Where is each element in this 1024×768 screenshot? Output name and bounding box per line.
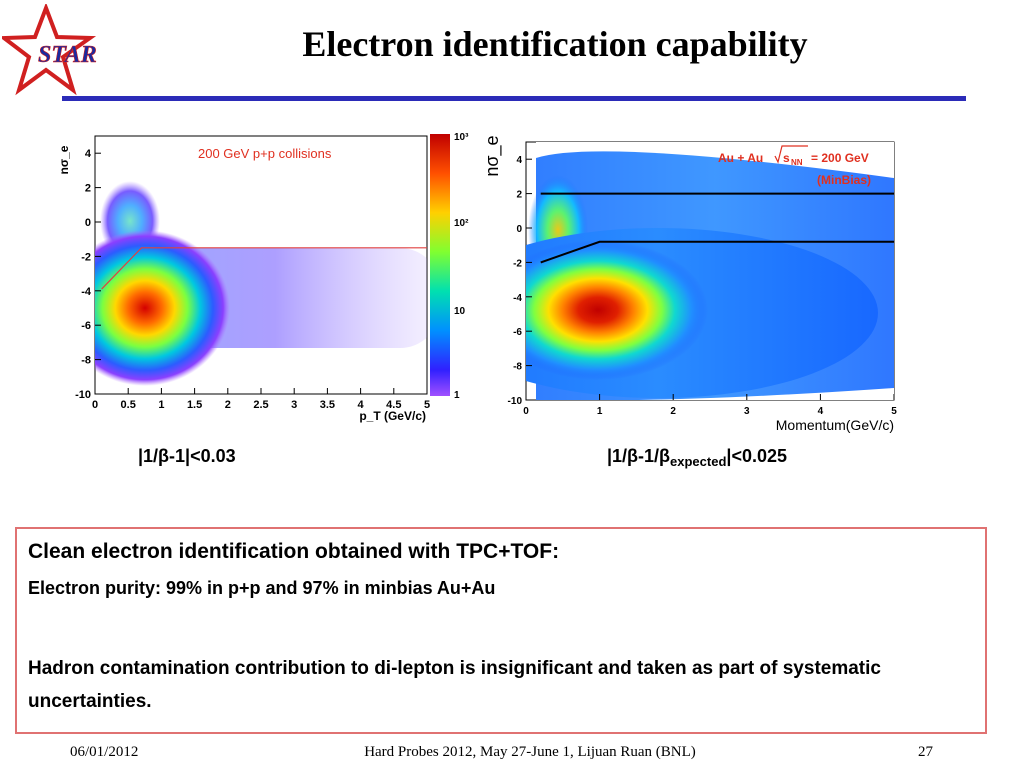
auau-y-tick-label: 2 bbox=[516, 190, 522, 201]
pp-nsigma-plot: 0 0.5 1 1.5 2 2.5 3 3.5 4 4.5 5 4 2 0 -2 -4 -6 -8 -10 200 … bbox=[57, 132, 469, 423]
auau-cut-sub: expected bbox=[670, 454, 727, 469]
pp-colorbar-label: 1 bbox=[454, 390, 460, 401]
pp-x-tick-label: 4 bbox=[358, 399, 365, 411]
auau-y-tick-label: -2 bbox=[513, 258, 522, 269]
auau-annotation-energy: = 200 GeV bbox=[811, 151, 869, 165]
pp-x-tick-label: 0.5 bbox=[121, 399, 136, 411]
auau-annotation-minbias: (MinBias) bbox=[817, 173, 871, 187]
pp-y-tick-label: -2 bbox=[81, 251, 91, 263]
pp-colorbar-label: 10 bbox=[454, 306, 466, 317]
pp-plot-annotation: 200 GeV p+p collisions bbox=[198, 146, 332, 161]
pp-y-tick-label: -8 bbox=[81, 355, 91, 367]
pp-x-tick-label: 2.5 bbox=[253, 399, 268, 411]
auau-y-tick-label: -6 bbox=[513, 327, 522, 338]
auau-annotation-line1: Au + Au bbox=[718, 151, 763, 165]
auau-cut-tail: |<0.025 bbox=[726, 446, 787, 466]
pp-x-tick-label: 4.5 bbox=[386, 399, 401, 411]
auau-x-tick-label: 3 bbox=[744, 406, 750, 417]
pp-y-tick-label: -6 bbox=[81, 320, 91, 332]
summary-contamination: Hadron contamination contribution to di-… bbox=[28, 658, 881, 712]
footer-conference: Hard Probes 2012, May 27-June 1, Lijuan … bbox=[364, 744, 696, 760]
auau-annotation-system: Au + Au bbox=[718, 151, 763, 165]
auau-y-tick-label: 0 bbox=[516, 224, 522, 235]
star-logo: STAR bbox=[2, 4, 97, 96]
pp-x-tick-label: 1 bbox=[158, 399, 164, 411]
pp-heatmap-density bbox=[95, 181, 427, 386]
auau-heatmap-density bbox=[526, 142, 894, 400]
pp-colorbar-label: 10³ bbox=[454, 132, 469, 143]
pp-x-tick-label: 2 bbox=[225, 399, 231, 411]
pp-x-tick-label: 3 bbox=[291, 399, 297, 411]
footer-page-number: 27 bbox=[918, 744, 933, 760]
pp-x-tick-label: 0 bbox=[92, 399, 98, 411]
auau-x-tick-label: 0 bbox=[523, 406, 529, 417]
pp-x-axis-label: p_T (GeV/c) bbox=[359, 409, 426, 423]
sqrt-symbol bbox=[774, 145, 808, 164]
pp-colorbar bbox=[430, 134, 450, 396]
pp-y-tick-label: 4 bbox=[85, 148, 92, 160]
pp-y-axis-label: nσ_e bbox=[57, 145, 71, 174]
pp-electron-cut-line bbox=[101, 247, 427, 290]
auau-x-tick-label: 2 bbox=[670, 406, 676, 417]
pp-y-tick-label: 2 bbox=[85, 183, 91, 195]
auau-y-tick-label: -4 bbox=[513, 293, 522, 304]
auau-tof-cut-caption: |1/β-1/βexpected|<0.025 bbox=[607, 446, 787, 469]
pp-y-tick-label: 0 bbox=[85, 217, 91, 229]
auau-y-tick-label: 4 bbox=[516, 155, 522, 166]
pp-x-tick-label: 1.5 bbox=[187, 399, 202, 411]
star-logo-text: STAR bbox=[38, 42, 97, 68]
auau-cut-main: |1/β-1/β bbox=[607, 446, 671, 466]
slide-title: Electron identification capability bbox=[302, 24, 808, 64]
auau-x-tick-label: 4 bbox=[818, 406, 824, 417]
auau-y-axis-label: nσ_e bbox=[482, 135, 503, 176]
auau-y-tick-label: -8 bbox=[513, 362, 522, 373]
star-logo-shape bbox=[2, 4, 97, 96]
footer-date: 06/01/2012 bbox=[70, 744, 139, 760]
pp-y-tick-label: -10 bbox=[75, 389, 91, 401]
auau-nsigma-plot: 0 1 2 3 4 5 4 2 0 -2 -4 -6 -8 -10 Au + Au s NN = 200 … bbox=[482, 135, 897, 433]
summary-purity: Electron purity: 99% in p+p and 97% in m… bbox=[28, 578, 496, 598]
auau-annotation-nn: NN bbox=[791, 158, 803, 167]
auau-lower-cut-line bbox=[540, 240, 894, 264]
auau-x-tick-label: 1 bbox=[597, 406, 603, 417]
summary-box bbox=[15, 527, 987, 734]
auau-x-tick-label: 5 bbox=[891, 406, 897, 417]
auau-annotation-sqrt-s: s bbox=[783, 151, 790, 165]
summary-headline: Clean electron identification obtained w… bbox=[28, 540, 560, 563]
pp-x-tick-label: 5 bbox=[424, 399, 430, 411]
pp-colorbar-label: 10² bbox=[454, 218, 469, 229]
pp-tof-cut-caption: |1/β-1|<0.03 bbox=[138, 446, 236, 466]
title-rule bbox=[62, 96, 966, 101]
pp-y-tick-label: -4 bbox=[81, 286, 92, 298]
pp-x-tick-label: 3.5 bbox=[320, 399, 335, 411]
auau-x-axis-label: Momentum(GeV/c) bbox=[776, 417, 894, 433]
auau-plot-annotation: Au + Au s NN = 200 GeV (MinBias) bbox=[718, 145, 871, 187]
auau-y-tick-label: -10 bbox=[508, 396, 523, 407]
